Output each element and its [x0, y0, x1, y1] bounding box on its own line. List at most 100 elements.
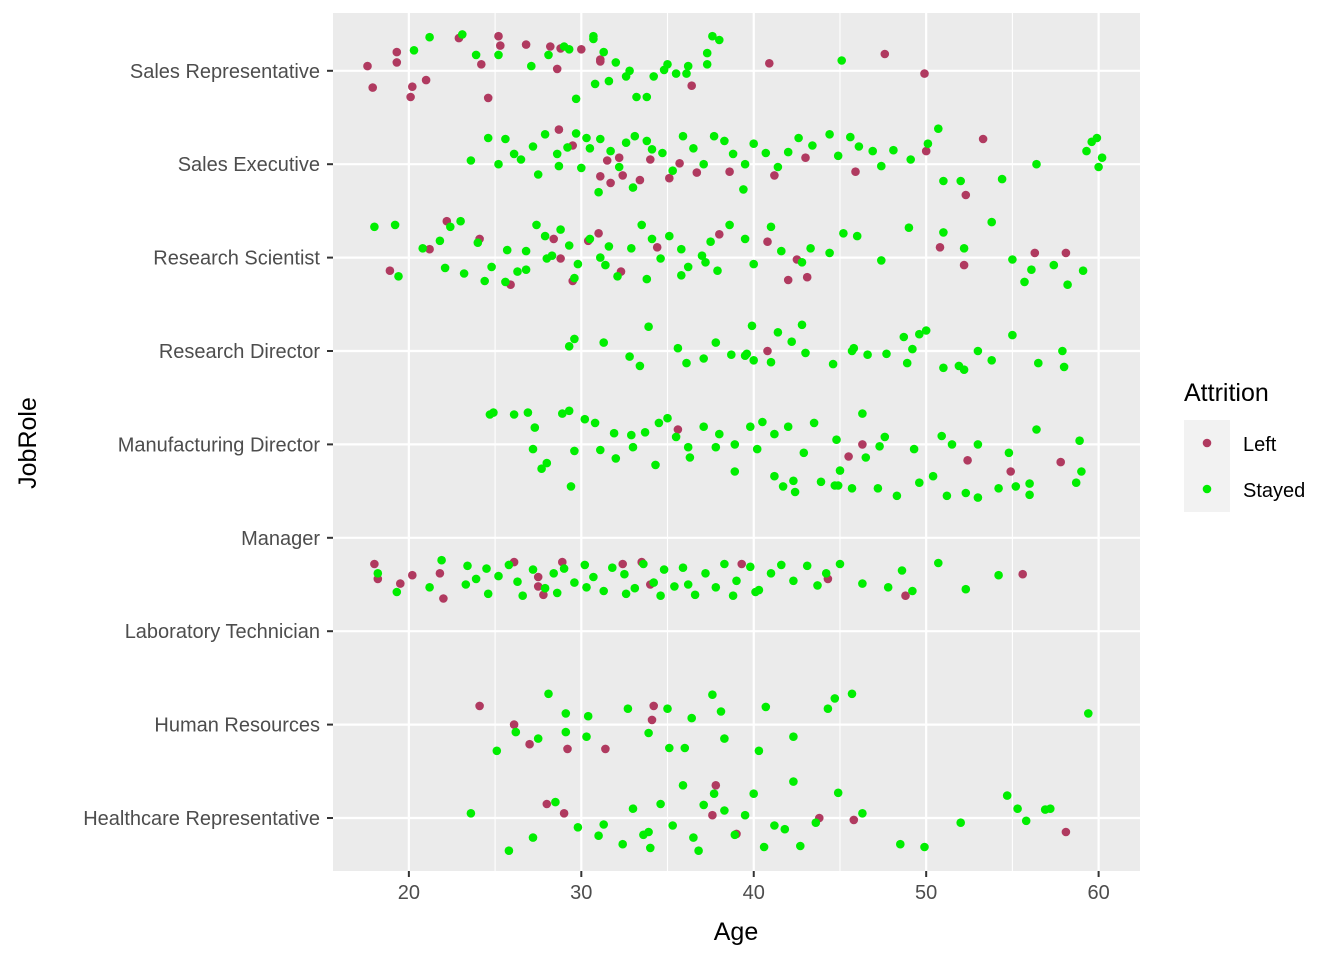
point-stayed [921, 326, 931, 335]
point-stayed [647, 145, 657, 154]
point-stayed [1011, 482, 1021, 491]
point-stayed [639, 559, 648, 569]
point-stayed [502, 245, 512, 255]
point-stayed [1082, 146, 1091, 156]
point-stayed [523, 408, 533, 417]
point-stayed [835, 466, 845, 475]
point-stayed [659, 565, 669, 574]
point-stayed [456, 216, 465, 226]
point-left [408, 82, 417, 91]
point-left [935, 243, 945, 252]
point-left [533, 582, 543, 591]
point-stayed [466, 809, 476, 818]
point-stayed [939, 228, 948, 237]
point-stayed [699, 800, 708, 810]
y-tick-label: Laboratory Technician [125, 621, 320, 643]
point-stayed [1049, 260, 1059, 270]
point-stayed [604, 76, 614, 86]
point-stayed [544, 689, 553, 699]
point-stayed [521, 246, 531, 256]
point-stayed [683, 580, 693, 589]
point-left [559, 809, 569, 818]
point-stayed [561, 709, 571, 718]
point-stayed [797, 320, 807, 330]
point-stayed [589, 572, 598, 582]
point-stayed [564, 342, 574, 351]
point-stayed [623, 704, 633, 713]
point-stayed [709, 131, 719, 141]
point-stayed [570, 446, 579, 456]
point-stayed [516, 155, 526, 164]
point-stayed [596, 253, 605, 262]
point-stayed [828, 359, 838, 369]
point-left [1006, 467, 1015, 476]
point-stayed [833, 788, 843, 798]
point-stayed [671, 432, 681, 442]
point-stayed [809, 418, 819, 428]
point-stayed [1063, 280, 1072, 290]
point-stayed [730, 830, 740, 840]
point-stayed [640, 428, 650, 437]
x-tick-label: 50 [915, 882, 937, 904]
point-stayed [594, 831, 603, 840]
point-stayed [728, 591, 738, 600]
point-stayed [892, 491, 902, 501]
point-stayed [585, 234, 595, 244]
point-stayed [537, 464, 546, 474]
point-stayed [370, 222, 379, 232]
point-stayed [939, 176, 948, 186]
point-stayed [787, 337, 796, 347]
point-stayed [504, 560, 514, 570]
y-tick-label: Research Scientist [153, 248, 320, 270]
point-stayed [830, 694, 840, 703]
point-stayed [882, 349, 891, 359]
point-stayed [501, 134, 510, 144]
point-stayed [656, 799, 665, 809]
y-tick-label: Research Director [159, 341, 321, 363]
point-stayed [558, 409, 567, 418]
point-stayed [1059, 362, 1069, 372]
point-stayed [685, 453, 695, 462]
point-stayed [563, 143, 572, 152]
point-stayed [758, 417, 767, 427]
point-stayed [796, 841, 805, 851]
point-stayed [511, 727, 521, 737]
point-stayed [673, 343, 683, 353]
point-stayed [702, 48, 712, 58]
point-stayed [687, 713, 696, 723]
point-stayed [533, 170, 543, 179]
point-stayed [973, 440, 983, 449]
point-stayed [658, 148, 667, 158]
point-stayed [759, 842, 769, 852]
point-left [765, 59, 774, 68]
point-stayed [678, 563, 688, 572]
point-left [1061, 248, 1071, 258]
point-left [737, 559, 746, 569]
point-stayed [813, 581, 822, 590]
point-stayed [778, 482, 788, 491]
point-stayed [670, 582, 679, 591]
legend-stayed-marker [1202, 484, 1212, 494]
point-left [552, 64, 562, 74]
point-left [901, 591, 910, 600]
point-stayed [544, 50, 553, 60]
point-stayed [770, 429, 779, 439]
point-stayed [573, 259, 583, 269]
point-stayed [549, 569, 558, 578]
point-stayed [570, 273, 579, 283]
point-left [1030, 248, 1040, 258]
point-left [614, 153, 624, 162]
point-stayed [1025, 479, 1034, 488]
point-stayed [794, 133, 803, 143]
point-left [687, 81, 696, 90]
point-stayed [875, 442, 884, 451]
point-stayed [740, 351, 750, 361]
point-stayed [825, 248, 834, 258]
point-stayed [583, 711, 593, 721]
point-stayed [665, 231, 674, 241]
point-stayed [571, 94, 581, 104]
point-stayed [394, 272, 403, 281]
point-stayed [630, 131, 640, 141]
point-stayed [621, 72, 631, 81]
point-left [539, 590, 548, 600]
